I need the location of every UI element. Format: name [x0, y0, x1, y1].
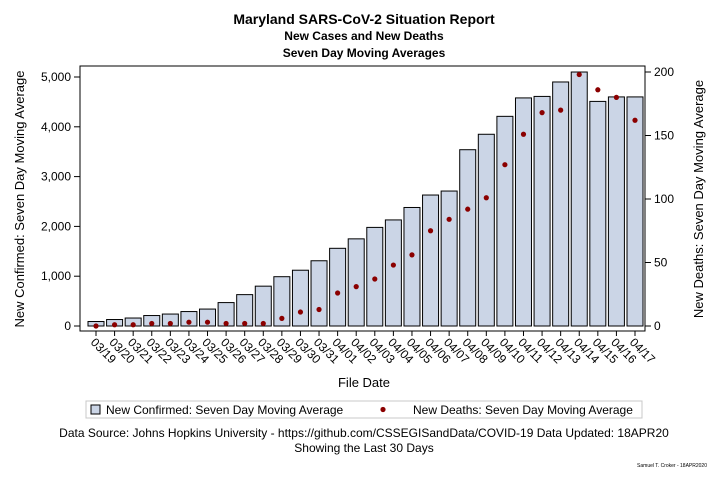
left-tick-label: 4,000 [41, 120, 71, 134]
death-point [595, 87, 601, 93]
death-point [632, 117, 638, 123]
data-source-line: Data Source: Johns Hopkins University - … [59, 426, 669, 440]
legend-bar-swatch [90, 404, 101, 415]
death-point [186, 319, 192, 325]
death-point [167, 320, 173, 327]
x-axis: 03/1903/2003/2103/2203/2303/2403/2503/26… [88, 331, 658, 367]
death-point [558, 107, 564, 113]
period-line: Showing the Last 30 Days [294, 441, 433, 455]
left-axis: 0 1,000 2,000 3,000 4,000 5,000 [41, 70, 80, 333]
death-point [576, 71, 582, 78]
left-tick-label: 1,000 [41, 269, 71, 283]
left-tick-label: 2,000 [41, 219, 71, 233]
left-tick-label: 0 [64, 319, 71, 333]
dot-series [93, 71, 638, 329]
bar [291, 269, 309, 327]
bar [477, 133, 495, 327]
death-point [149, 320, 155, 327]
right-tick-label: 150 [654, 129, 674, 143]
chart-subtitle-2: Seven Day Moving Averages [283, 46, 446, 60]
bar [403, 206, 421, 327]
bar [440, 190, 458, 327]
bar [199, 308, 217, 327]
bar [570, 71, 588, 327]
death-point [93, 323, 99, 329]
left-tick-label: 3,000 [41, 170, 71, 184]
right-tick-label: 0 [654, 319, 661, 333]
death-point [242, 320, 248, 327]
left-tick-label: 5,000 [41, 70, 71, 84]
bar [310, 260, 328, 327]
bar [254, 285, 272, 327]
death-point [520, 131, 527, 137]
death-point [465, 206, 471, 212]
bar-series [87, 71, 644, 327]
x-axis-label: File Date [338, 375, 390, 390]
bar [329, 247, 347, 327]
legend-bar-label: New Confirmed: Seven Day Moving Average [106, 403, 344, 417]
right-tick-label: 50 [654, 256, 668, 270]
death-point [409, 252, 415, 258]
death-point [130, 322, 136, 328]
right-axis: 0 50 100 150 200 [645, 65, 674, 333]
bar [180, 311, 198, 327]
bar [607, 96, 625, 327]
death-point [316, 306, 322, 313]
bar [626, 96, 644, 327]
death-point [390, 262, 396, 268]
death-point [372, 276, 378, 282]
death-point [297, 309, 304, 315]
death-point [111, 322, 118, 328]
bar [273, 276, 291, 327]
death-point [539, 110, 545, 116]
bar [496, 115, 514, 327]
bar [422, 194, 440, 327]
death-point [260, 320, 266, 327]
bar [589, 100, 607, 327]
legend-frame [85, 400, 643, 419]
y-axis-right-label: New Deaths: Seven Day Moving Average [691, 80, 706, 318]
bar [347, 238, 365, 327]
right-tick-label: 200 [654, 65, 674, 79]
chart-title: Maryland SARS-CoV-2 Situation Report [233, 11, 495, 27]
death-point [335, 290, 341, 296]
legend-dot-swatch [380, 406, 386, 413]
bar [533, 95, 551, 327]
chart-subtitle-1: New Cases and New Deaths [284, 29, 444, 43]
death-point [483, 195, 489, 201]
y-axis-left-label: New Confirmed: Seven Day Moving Average [12, 71, 27, 328]
bar [552, 81, 570, 327]
author-credit: Samuel T. Croker - 18APR2020 [637, 463, 707, 469]
death-point [427, 228, 434, 234]
legend-dot-label: New Deaths: Seven Day Moving Average [413, 403, 633, 417]
death-point [613, 94, 620, 100]
right-tick-label: 100 [654, 192, 674, 206]
death-point [502, 162, 508, 168]
death-point [223, 320, 229, 327]
death-point [446, 216, 452, 222]
death-point [353, 284, 359, 290]
bar [384, 219, 402, 327]
bar [459, 149, 477, 327]
bar [514, 97, 532, 327]
death-point [204, 319, 211, 325]
death-point [279, 315, 285, 321]
legend: New Confirmed: Seven Day Moving Average … [85, 400, 643, 419]
